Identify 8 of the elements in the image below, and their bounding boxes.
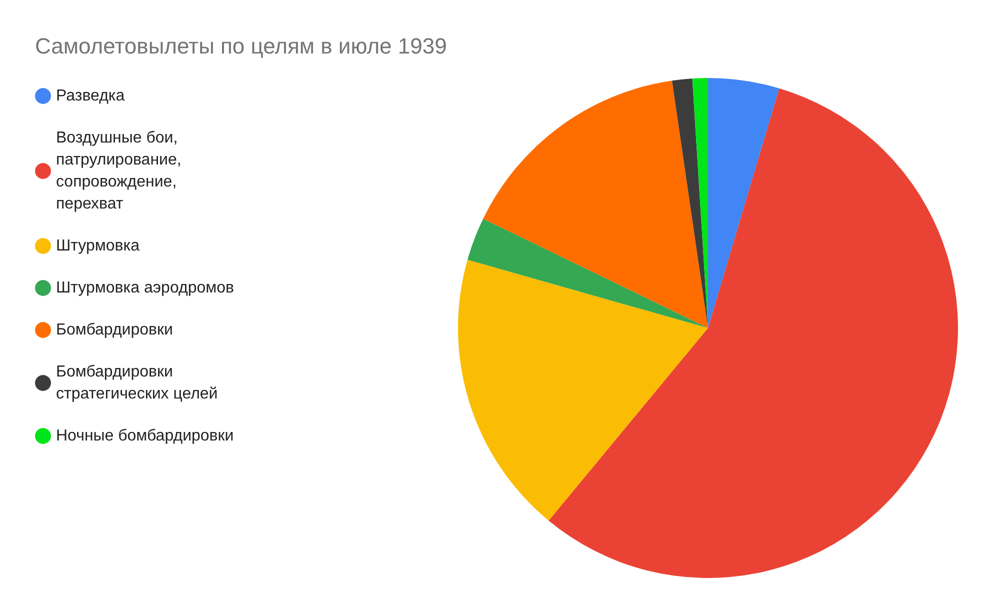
legend-label: Бомбардировки (56, 322, 173, 338)
legend-label: Штурмовка аэродромов (56, 280, 234, 296)
legend-label: Разведка (56, 88, 125, 104)
legend-label: Штурмовка (56, 238, 140, 254)
legend-label: Воздушные бои, патрулирование, сопровождение, перехват (56, 130, 186, 212)
legend-label: Бомбардировки стратегических целей (56, 364, 218, 402)
legend-label: Ночные бомбардировки (56, 428, 234, 444)
chart-title: Самолетовылеты по целям в июле 1939 (35, 34, 447, 58)
